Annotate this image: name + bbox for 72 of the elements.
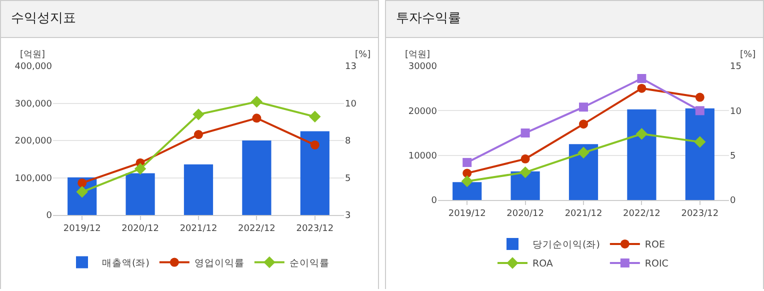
y-tick-label: 100,000 bbox=[14, 174, 52, 184]
chart-title: 수익성지표 bbox=[1, 1, 378, 38]
bar bbox=[452, 182, 482, 200]
x-tick-label: 2022/12 bbox=[623, 208, 660, 219]
x-tick-label: 2022/12 bbox=[238, 224, 276, 234]
point bbox=[309, 110, 321, 123]
x-tick-label: 2019/12 bbox=[63, 224, 101, 234]
bar bbox=[242, 140, 272, 215]
point bbox=[462, 158, 472, 167]
bar bbox=[510, 171, 540, 200]
legend-label: 매출액(좌) bbox=[102, 258, 150, 269]
y-tick-label: 300,000 bbox=[14, 99, 52, 110]
point bbox=[310, 140, 320, 150]
bar bbox=[568, 144, 598, 200]
point bbox=[78, 178, 87, 188]
y2-tick-label: 13 bbox=[345, 62, 356, 72]
legend-label: ROE bbox=[644, 240, 666, 251]
y2-tick-label: 10 bbox=[730, 106, 742, 117]
y-tick-label: 10000 bbox=[408, 151, 438, 162]
chart-title: 투자수익률 bbox=[386, 1, 763, 38]
x-tick-label: 2023/12 bbox=[296, 224, 334, 234]
point bbox=[461, 175, 473, 188]
point bbox=[695, 106, 704, 116]
y2-tick-label: 10 bbox=[345, 99, 357, 110]
point bbox=[637, 74, 646, 84]
y-tick-label: 0 bbox=[431, 196, 438, 206]
point bbox=[636, 128, 648, 140]
x-tick-label: 2019/12 bbox=[448, 208, 486, 219]
point bbox=[194, 130, 203, 140]
point bbox=[520, 154, 530, 164]
y-tick-label: 400,000 bbox=[14, 62, 52, 72]
bar bbox=[184, 164, 214, 215]
point bbox=[578, 146, 590, 158]
point bbox=[579, 102, 588, 112]
y2-axis-title: [%] bbox=[740, 50, 756, 60]
y-tick-label: 0 bbox=[46, 211, 52, 222]
y-tick-label: 200,000 bbox=[14, 136, 52, 147]
bar bbox=[627, 109, 656, 200]
legend-label: ROIC bbox=[644, 258, 669, 270]
y2-tick-label: 3 bbox=[345, 211, 351, 222]
x-tick-label: 2020/12 bbox=[506, 208, 544, 219]
point bbox=[519, 166, 532, 178]
bar bbox=[126, 173, 155, 215]
point bbox=[694, 136, 706, 148]
x-tick-label: 2021/12 bbox=[180, 224, 218, 234]
x-tick-label: 2021/12 bbox=[564, 208, 602, 219]
point bbox=[134, 162, 146, 175]
bar bbox=[300, 131, 330, 215]
point bbox=[695, 92, 704, 102]
point bbox=[579, 120, 588, 129]
x-tick-label: 2023/12 bbox=[681, 208, 719, 219]
y2-tick-label: 15 bbox=[730, 62, 742, 72]
y-tick-label: 30000 bbox=[408, 62, 438, 72]
y2-tick-label: 5 bbox=[345, 174, 351, 184]
x-tick-label: 2020/12 bbox=[122, 224, 159, 234]
y2-tick-label: 5 bbox=[730, 151, 736, 162]
bar bbox=[685, 108, 714, 200]
legend-label: ROA bbox=[532, 258, 554, 270]
legend-label: 당기순이익(좌) bbox=[532, 240, 600, 251]
legend-label: 순이익률 bbox=[289, 258, 330, 269]
point bbox=[252, 114, 262, 123]
legend-label: 영업이익률 bbox=[194, 258, 244, 269]
y-tick-label: 20000 bbox=[408, 106, 438, 117]
point bbox=[520, 128, 530, 138]
point bbox=[250, 96, 263, 108]
y2-tick-label: 0 bbox=[730, 196, 736, 206]
point bbox=[637, 84, 646, 93]
y-axis-title: [억원] bbox=[20, 50, 46, 60]
y2-axis-title: [%] bbox=[355, 50, 371, 60]
y-axis-title: [억원] bbox=[405, 50, 430, 60]
y2-tick-label: 8 bbox=[345, 136, 351, 147]
point bbox=[192, 108, 204, 120]
